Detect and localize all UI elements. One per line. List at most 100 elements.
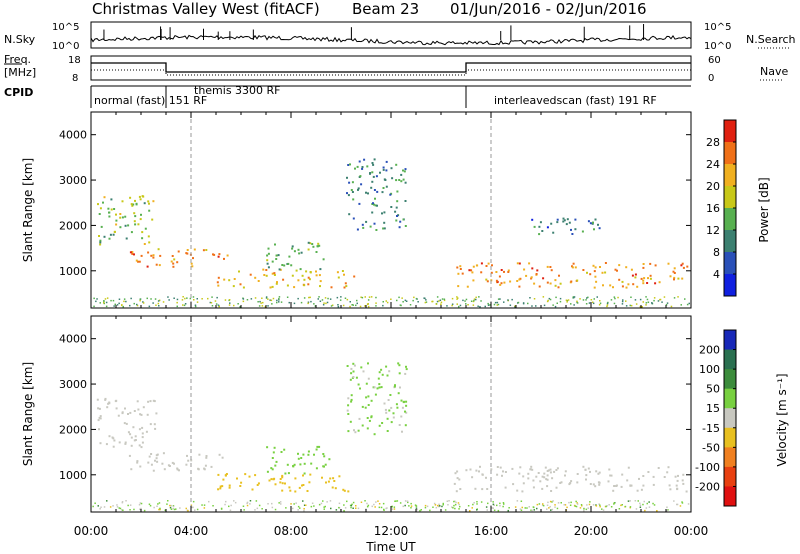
ground-echo-cell bbox=[528, 506, 530, 508]
ground-echo-cell bbox=[103, 301, 105, 304]
echo-cell bbox=[685, 490, 688, 493]
echo-cell bbox=[353, 364, 356, 367]
echo-cell bbox=[681, 479, 684, 482]
freq-unit: [MHz] bbox=[4, 66, 36, 79]
echo-cell bbox=[239, 485, 242, 487]
ground-echo-cell bbox=[113, 305, 115, 307]
ground-echo-cell bbox=[424, 506, 427, 509]
echo-cell bbox=[546, 474, 549, 477]
velocity-colorbar-swatch bbox=[724, 388, 736, 409]
echo-cell bbox=[550, 490, 553, 492]
ground-echo-cell bbox=[494, 301, 497, 304]
echo-cell bbox=[402, 401, 405, 404]
echo-cell bbox=[301, 484, 303, 487]
ground-echo-cell bbox=[581, 505, 583, 507]
ground-echo-cell bbox=[118, 298, 121, 300]
ground-echo-cell bbox=[276, 301, 278, 304]
echo-cell bbox=[370, 399, 373, 402]
echo-cell bbox=[115, 219, 118, 222]
echo-cell bbox=[205, 456, 208, 459]
ground-echo-cell bbox=[123, 298, 126, 300]
echo-cell bbox=[609, 474, 612, 477]
echo-cell bbox=[453, 482, 456, 485]
ground-echo-cell bbox=[404, 504, 406, 507]
ground-echo-cell bbox=[346, 500, 348, 503]
echo-cell bbox=[294, 490, 297, 493]
ground-echo-cell bbox=[103, 506, 106, 508]
echo-cell bbox=[127, 224, 130, 227]
echo-cell bbox=[673, 267, 676, 270]
echo-cell bbox=[621, 285, 624, 288]
echo-cell bbox=[271, 457, 274, 459]
echo-cell bbox=[522, 482, 525, 485]
echo-cell bbox=[99, 239, 102, 242]
ground-echo-cell bbox=[361, 296, 364, 299]
ground-echo-cell bbox=[542, 503, 544, 505]
echo-cell bbox=[279, 268, 282, 271]
nave-tick-top: 60 bbox=[708, 55, 721, 66]
echo-cell bbox=[361, 223, 364, 226]
ground-echo-cell bbox=[647, 301, 650, 303]
ground-echo-cell bbox=[326, 301, 329, 304]
ground-echo-cell bbox=[127, 504, 129, 507]
echo-cell bbox=[108, 401, 111, 404]
echo-cell bbox=[103, 196, 106, 199]
echo-cell bbox=[137, 408, 140, 411]
ground-echo-cell bbox=[297, 505, 300, 508]
echo-cell bbox=[257, 280, 260, 282]
ground-echo-cell bbox=[335, 509, 338, 511]
echo-cell bbox=[217, 488, 220, 491]
ground-echo-cell bbox=[146, 297, 148, 300]
ground-echo-cell bbox=[585, 299, 587, 301]
echo-cell bbox=[297, 248, 300, 251]
ground-echo-cell bbox=[172, 505, 175, 508]
echo-cell bbox=[139, 465, 142, 468]
nsky-tick-top: 10^5 bbox=[52, 22, 79, 33]
ground-echo-cell bbox=[496, 301, 499, 304]
echo-cell bbox=[537, 472, 540, 474]
ground-echo-cell bbox=[579, 298, 581, 300]
ground-echo-cell bbox=[157, 302, 160, 305]
ground-echo-cell bbox=[395, 500, 397, 502]
ground-echo-cell bbox=[419, 509, 421, 512]
power-colorbar-swatch bbox=[724, 142, 736, 165]
echo-cell bbox=[403, 170, 406, 173]
ground-echo-cell bbox=[129, 304, 131, 307]
echo-cell bbox=[280, 451, 283, 453]
echo-cell bbox=[621, 280, 624, 283]
echo-cell bbox=[396, 200, 399, 203]
echo-cell bbox=[303, 278, 306, 281]
ground-echo-cell bbox=[404, 500, 407, 502]
ground-echo-cell bbox=[565, 299, 568, 301]
ground-echo-cell bbox=[687, 503, 690, 505]
ground-echo-cell bbox=[318, 296, 320, 298]
echo-cell bbox=[538, 233, 541, 236]
echo-cell bbox=[351, 181, 354, 184]
ground-echo-cell bbox=[457, 502, 460, 504]
echo-cell bbox=[620, 485, 623, 488]
ground-echo-cell bbox=[233, 500, 235, 502]
echo-cell bbox=[565, 223, 568, 226]
ground-echo-cell bbox=[598, 503, 600, 505]
echo-cell bbox=[315, 467, 318, 470]
ground-echo-cell bbox=[299, 507, 301, 509]
ground-echo-cell bbox=[599, 505, 601, 508]
echo-cell bbox=[530, 276, 533, 279]
ground-echo-cell bbox=[228, 505, 230, 508]
echo-cell bbox=[652, 475, 655, 478]
echo-cell bbox=[549, 266, 552, 268]
echo-cell bbox=[341, 270, 344, 272]
echo-cell bbox=[100, 225, 103, 228]
ground-echo-cell bbox=[520, 509, 523, 511]
freq-series bbox=[91, 62, 691, 73]
ground-echo-cell bbox=[487, 302, 489, 305]
ground-echo-cell bbox=[536, 503, 539, 506]
ground-echo-cell bbox=[383, 509, 385, 511]
ground-echo-cell bbox=[493, 303, 496, 306]
ground-echo-cell bbox=[475, 298, 477, 301]
ground-echo-cell bbox=[676, 503, 678, 506]
echo-cell bbox=[591, 222, 594, 225]
echo-cell bbox=[240, 481, 243, 484]
ground-echo-cell bbox=[556, 507, 559, 510]
echo-cell bbox=[541, 230, 544, 232]
